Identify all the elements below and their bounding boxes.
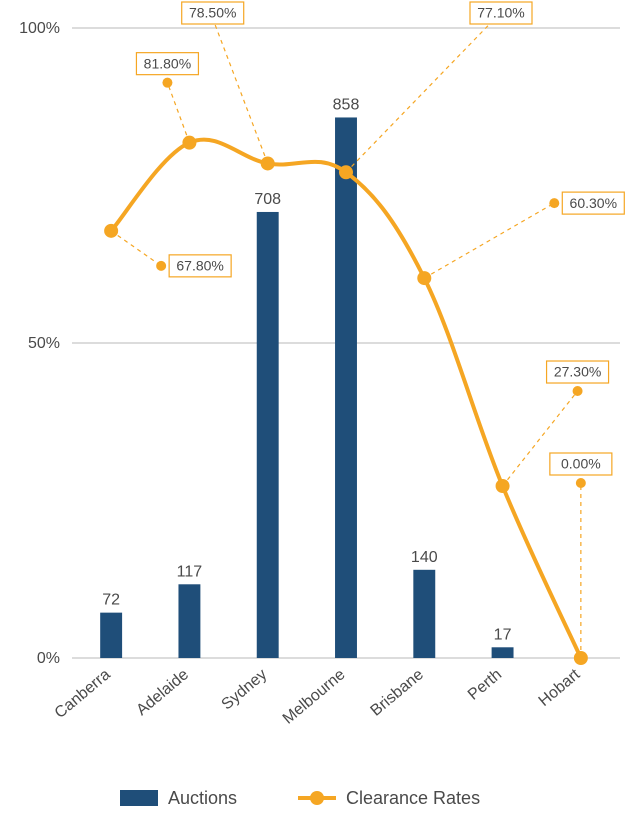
- bar: [413, 570, 435, 658]
- x-category-label: Sydney: [218, 666, 270, 713]
- callout-leader: [167, 83, 189, 143]
- legend: Auctions Clearance Rates: [120, 788, 480, 808]
- callout-label: 0.00%: [561, 456, 601, 472]
- callout-end-marker: [576, 478, 586, 488]
- callout-label: 67.80%: [176, 258, 223, 274]
- legend-label-clearance: Clearance Rates: [346, 788, 480, 808]
- callout-label: 60.30%: [570, 195, 617, 211]
- y-tick-label: 100%: [19, 20, 60, 37]
- callout-label: 77.10%: [477, 5, 524, 21]
- callout-leader: [111, 231, 161, 266]
- bar-value-label: 117: [177, 563, 203, 580]
- bar-value-label: 17: [494, 626, 512, 643]
- callout-leader: [346, 12, 501, 172]
- y-tick-label: 50%: [28, 335, 60, 352]
- bar: [100, 613, 122, 658]
- bar: [492, 647, 514, 658]
- legend-swatch-marker: [310, 791, 324, 805]
- x-category-label: Melbourne: [280, 666, 349, 728]
- y-axis: 0% 50% 100%: [19, 20, 620, 667]
- callout-end-marker: [549, 198, 559, 208]
- callouts: 67.80% 81.80% 78.50% 77.10% 60.30% 27.30% 0.00…: [111, 2, 624, 658]
- x-axis: Canberra Adelaide SydneyMelbourne Brisbane P…: [52, 666, 584, 728]
- callout-end-marker: [156, 261, 166, 271]
- bars-auctions: 72 117 708 858 140 17: [100, 96, 513, 658]
- legend-swatch-bar: [120, 790, 158, 806]
- x-category-label: Perth: [465, 666, 505, 704]
- y-tick-label: 0%: [37, 650, 60, 667]
- callout-label: 78.50%: [189, 5, 236, 21]
- legend-label-auctions: Auctions: [168, 788, 237, 808]
- bar: [335, 117, 357, 658]
- auction-clearance-chart: 0% 50% 100% 72 117 708 858 140 17 67.80% 81.80% 78.…: [0, 0, 636, 820]
- bar-value-label: 858: [333, 96, 360, 113]
- callout-end-marker: [162, 78, 172, 88]
- x-category-label: Hobart: [536, 666, 584, 710]
- bar-value-label: 140: [411, 549, 438, 566]
- bar-value-label: 72: [102, 592, 120, 609]
- callout-label: 27.30%: [554, 364, 601, 380]
- x-category-label: Brisbane: [368, 666, 427, 720]
- callout-leader: [424, 203, 554, 278]
- x-category-label: Canberra: [52, 666, 114, 722]
- callout-label: 81.80%: [144, 55, 191, 71]
- callout-end-marker: [573, 386, 583, 396]
- bar-value-label: 708: [254, 191, 281, 208]
- bar: [178, 584, 200, 658]
- x-category-label: Adelaide: [133, 666, 192, 719]
- bar: [257, 212, 279, 658]
